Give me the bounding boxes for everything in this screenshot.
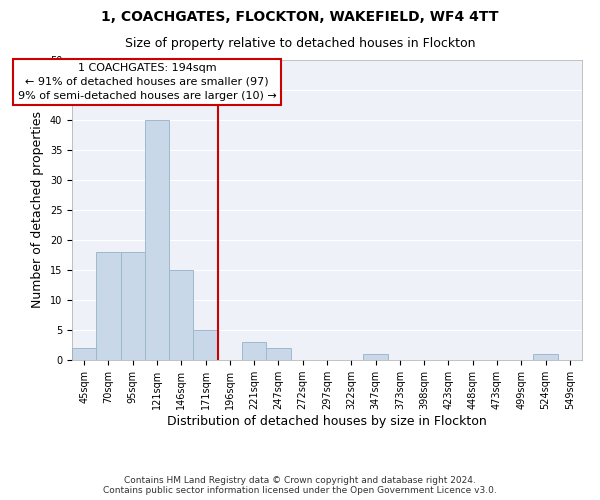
Bar: [145, 120, 169, 360]
Bar: [72, 348, 96, 360]
Text: 1 COACHGATES: 194sqm
← 91% of detached houses are smaller (97)
9% of semi-detach: 1 COACHGATES: 194sqm ← 91% of detached h…: [18, 63, 277, 101]
Bar: [533, 354, 558, 360]
Text: Size of property relative to detached houses in Flockton: Size of property relative to detached ho…: [125, 38, 475, 51]
Text: 1, COACHGATES, FLOCKTON, WAKEFIELD, WF4 4TT: 1, COACHGATES, FLOCKTON, WAKEFIELD, WF4 …: [101, 10, 499, 24]
Y-axis label: Number of detached properties: Number of detached properties: [31, 112, 44, 308]
Bar: [266, 348, 290, 360]
Text: Contains HM Land Registry data © Crown copyright and database right 2024.
Contai: Contains HM Land Registry data © Crown c…: [103, 476, 497, 495]
Bar: [242, 342, 266, 360]
Bar: [169, 270, 193, 360]
Bar: [193, 330, 218, 360]
Bar: [121, 252, 145, 360]
Bar: [96, 252, 121, 360]
Bar: [364, 354, 388, 360]
X-axis label: Distribution of detached houses by size in Flockton: Distribution of detached houses by size …: [167, 415, 487, 428]
